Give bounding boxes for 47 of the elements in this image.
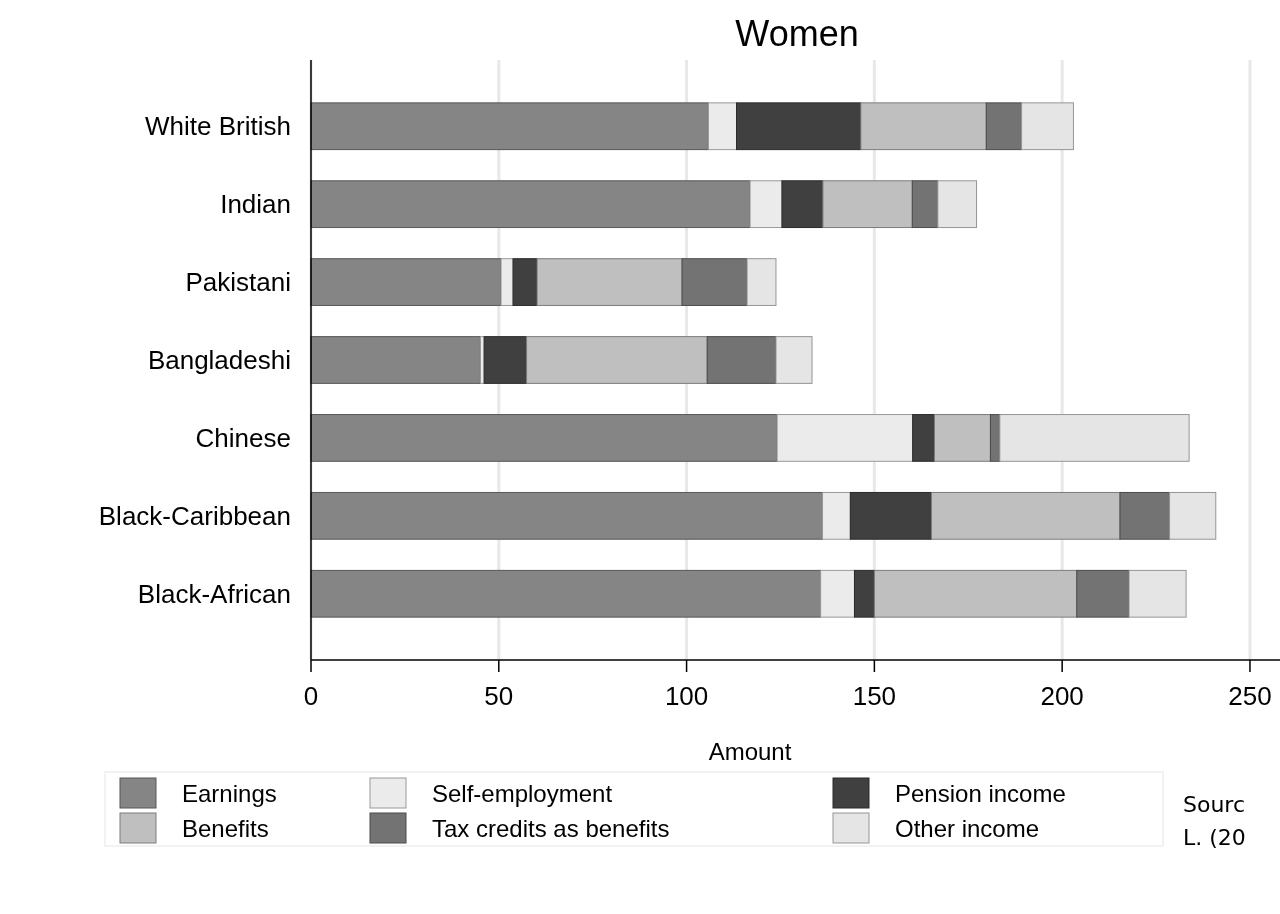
legend-label: Earnings (182, 780, 277, 807)
legend-label: Self-employment (432, 780, 613, 807)
bar (310, 102, 709, 151)
text: Sourc (1183, 792, 1246, 817)
text: L. (20 (1183, 825, 1246, 850)
bar (912, 414, 935, 462)
bar (512, 258, 538, 306)
bar (853, 569, 875, 618)
bar (822, 491, 851, 540)
bar (736, 102, 862, 151)
bar (310, 414, 778, 462)
bar (746, 258, 777, 306)
x-axis-title: Amount (708, 738, 792, 765)
x-tick-label: 200 (1040, 681, 1084, 711)
bar (310, 569, 822, 618)
legend-label: Benefits (182, 815, 269, 842)
bar (781, 180, 824, 229)
bar (310, 258, 502, 306)
y-tick-label: Chinese (195, 422, 291, 453)
x-tick-label: 0 (303, 681, 319, 711)
bar (749, 180, 783, 229)
bar (310, 491, 824, 540)
x-tick-label: 50 (484, 681, 514, 711)
x-tick-label: 100 (664, 681, 709, 711)
bar (775, 336, 813, 384)
bar (1169, 491, 1217, 540)
bar (849, 491, 932, 540)
chart-title: Women (735, 13, 859, 54)
bar (1128, 569, 1187, 618)
bar (820, 569, 855, 618)
bar (310, 180, 751, 229)
bar (707, 102, 738, 151)
legend-label: Pension income (895, 780, 1066, 807)
x-tick-label: 150 (852, 681, 897, 711)
y-tick-label: Indian (220, 189, 291, 220)
bar (500, 258, 514, 306)
legend-label: Tax credits as benefits (432, 815, 670, 842)
legend-label: Other income (895, 815, 1040, 842)
y-tick-label: Black-African (137, 578, 291, 609)
y-tick-label: Pakistani (185, 267, 291, 298)
y-tick-label: Bangladeshi (147, 345, 291, 375)
y-tick-label: Black-Caribbean (98, 500, 291, 531)
y-tick-label: White British (145, 111, 291, 142)
x-tick-label: 250 (1228, 681, 1272, 711)
bar (483, 336, 528, 384)
bar (937, 180, 978, 229)
bar (310, 336, 481, 384)
